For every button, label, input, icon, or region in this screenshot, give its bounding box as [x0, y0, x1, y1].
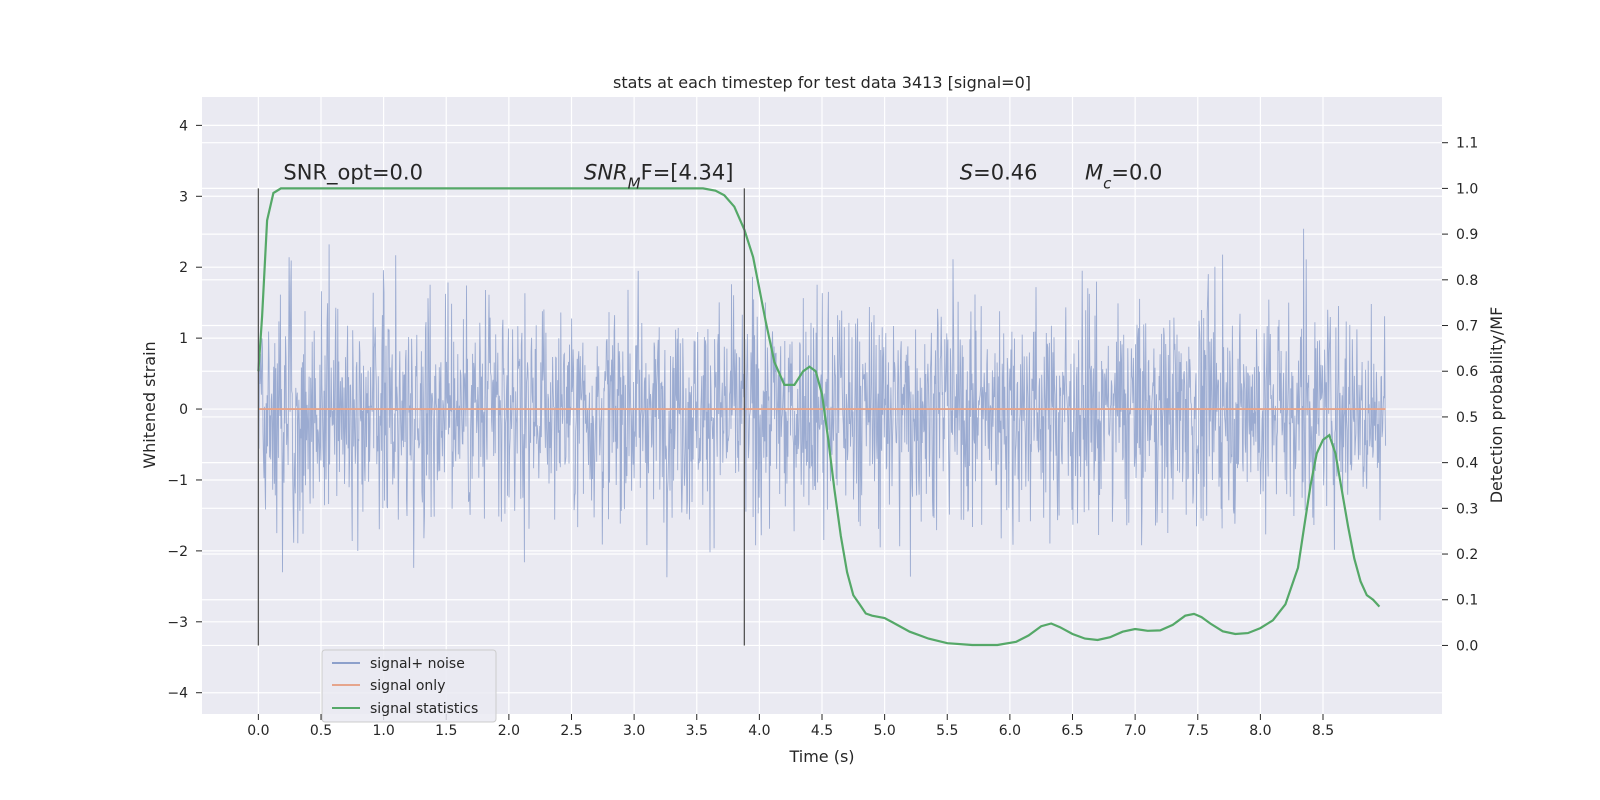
- x-tick-label: 3.5: [686, 723, 708, 739]
- y-tick-label: 4: [179, 118, 188, 134]
- legend-label-noise: signal+ noise: [370, 656, 465, 672]
- y2-tick-label: 1.0: [1456, 181, 1478, 197]
- annotation-main: M: [1085, 160, 1103, 184]
- y-tick-label: 0: [179, 402, 188, 418]
- x-tick-label: 1.5: [435, 723, 457, 739]
- y-tick-label: −4: [167, 686, 188, 702]
- x-tick-label: 7.0: [1124, 723, 1146, 739]
- chart-title: stats at each timestep for test data 341…: [613, 73, 1031, 92]
- annotation-subscript: M: [628, 174, 641, 192]
- x-tick-label: 0.0: [247, 723, 269, 739]
- x-tick-label: 4.5: [811, 723, 833, 739]
- y-tick-label: 1: [179, 331, 188, 347]
- y2-tick-label: 0.3: [1456, 501, 1478, 517]
- x-tick-label: 6.0: [999, 723, 1021, 739]
- annotation-text: SNR_opt=0.0: [283, 160, 423, 185]
- x-tick-label: 5.0: [873, 723, 895, 739]
- y2-tick-label: 1.1: [1456, 136, 1478, 152]
- annotation-text: Mc=0.0: [1085, 160, 1162, 192]
- signal-statistics-line: [257, 187, 1381, 647]
- y2-tick-label: 0.0: [1456, 638, 1478, 654]
- y2-tick-label: 0.2: [1456, 547, 1478, 563]
- x-tick-label: 5.5: [936, 723, 958, 739]
- x-tick-label: 4.0: [748, 723, 770, 739]
- annotation-value: F=[4.34]: [641, 160, 734, 184]
- noise-line: [257, 228, 1387, 578]
- y2-tick-label: 0.8: [1456, 273, 1478, 289]
- annotation-main: SNR_opt=0.0: [283, 160, 423, 185]
- annotation-main: S: [960, 160, 973, 184]
- annotation-value: =0.0: [1111, 160, 1162, 184]
- annotation-main: SNR: [584, 160, 628, 184]
- annotations: SNR_opt=0.0 SNRMF=[4.34] S=0.46 Mc=0.0: [283, 160, 1162, 192]
- annotation-text: S=0.46: [960, 160, 1038, 184]
- x-axis-label: Time (s): [788, 747, 854, 766]
- legend-box: [321, 649, 497, 723]
- x-tick-label: 6.5: [1061, 723, 1083, 739]
- x-tick-label: 8.0: [1249, 723, 1271, 739]
- x-tick-label: 2.0: [498, 723, 520, 739]
- annotation-subscript: c: [1103, 174, 1112, 192]
- annotation-text: SNRMF=[4.34]: [584, 160, 733, 192]
- x-tick-label: 7.5: [1187, 723, 1209, 739]
- y2-tick-label: 0.4: [1456, 456, 1478, 472]
- x-tick-label: 8.5: [1312, 723, 1334, 739]
- legend-label-signal: signal only: [370, 678, 445, 694]
- y2-tick-label: 0.9: [1456, 227, 1478, 243]
- vertical-markers: [257, 188, 745, 646]
- y-axis-label: Whitened strain: [140, 341, 159, 468]
- axes: 0.0 0.5 1.0 1.5 2.0 2.5 3.0 3.5 4.0 4.5 5.0 5.5 6.0 6…: [167, 118, 1478, 739]
- legend: signal+ noise signal only signal statist…: [321, 649, 497, 723]
- y-tick-label: 2: [179, 260, 188, 276]
- legend-label-stats: signal statistics: [370, 701, 478, 717]
- data-layer: [257, 187, 1386, 647]
- y2-axis-label: Detection probability/MF: [1487, 307, 1506, 504]
- y-tick-label: −1: [167, 473, 188, 489]
- y-tick-label: −3: [167, 615, 188, 631]
- x-tick-label: 3.0: [623, 723, 645, 739]
- y2-tick-label: 0.5: [1456, 410, 1478, 426]
- x-tick-label: 1.0: [372, 723, 394, 739]
- y-tick-label: −2: [167, 544, 188, 560]
- x-tick-label: 2.5: [560, 723, 582, 739]
- noise-series: [257, 228, 1387, 578]
- x-tick-label: 0.5: [310, 723, 332, 739]
- y2-tick-label: 0.7: [1456, 319, 1478, 335]
- y2-tick-label: 0.1: [1456, 593, 1478, 609]
- y2-tick-label: 0.6: [1456, 364, 1478, 380]
- y-tick-label: 3: [179, 189, 188, 205]
- annotation-value: =0.46: [973, 160, 1037, 184]
